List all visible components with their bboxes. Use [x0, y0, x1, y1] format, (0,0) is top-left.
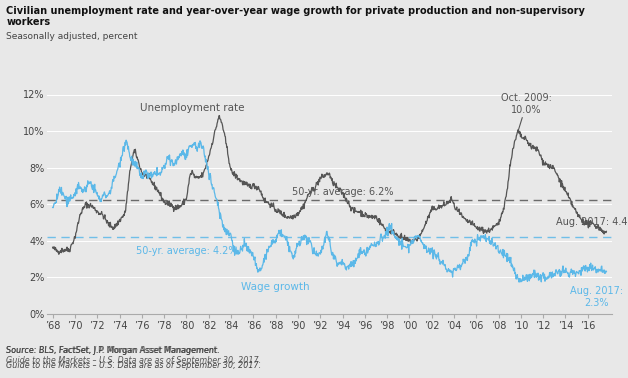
- Text: 50-yr. average: 6.2%: 50-yr. average: 6.2%: [292, 187, 393, 197]
- Text: Source: BLS, FactSet, J.P. Morgan Asset Management.: Source: BLS, FactSet, J.P. Morgan Asset …: [6, 346, 220, 355]
- Text: Oct. 2009:
10.0%: Oct. 2009: 10.0%: [501, 93, 552, 131]
- Text: Guide to the Markets – U.S. Data are as of September 30, 2017.: Guide to the Markets – U.S. Data are as …: [6, 361, 261, 370]
- Text: Aug. 2017: 4.4%: Aug. 2017: 4.4%: [556, 217, 628, 228]
- Text: Aug. 2017:
2.3%: Aug. 2017: 2.3%: [570, 287, 623, 308]
- Text: Civilian unemployment rate and year-over-year wage growth for private production: Civilian unemployment rate and year-over…: [6, 6, 585, 27]
- Text: Seasonally adjusted, percent: Seasonally adjusted, percent: [6, 32, 138, 41]
- Text: Wage growth: Wage growth: [241, 282, 310, 292]
- Text: Source: BLS, FactSet, J.P. Morgan Asset Management.
Guide to the Markets – U.S. : Source: BLS, FactSet, J.P. Morgan Asset …: [6, 346, 261, 365]
- Text: 50-yr. average: 4.2%: 50-yr. average: 4.2%: [136, 246, 237, 256]
- Text: Unemployment rate: Unemployment rate: [140, 103, 244, 113]
